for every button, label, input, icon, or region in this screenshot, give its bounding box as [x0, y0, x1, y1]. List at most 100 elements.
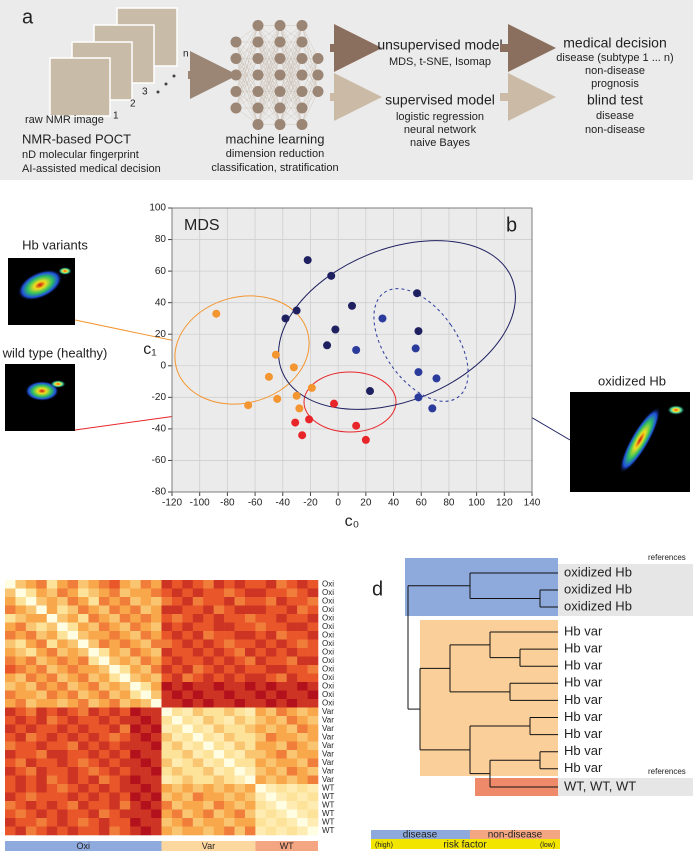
heatmap-cell — [213, 597, 225, 606]
heatmap-cell — [297, 673, 308, 683]
heatmap-cell — [192, 588, 204, 598]
leaf-label: WT, WT, WT — [564, 778, 636, 793]
leaf-label: Hb var — [564, 658, 603, 673]
heatmap-cell — [255, 682, 267, 691]
heatmap-cell — [265, 648, 277, 657]
heatmap-cell — [67, 665, 79, 674]
heatmap-cell — [276, 724, 287, 734]
heatmap-cell — [213, 614, 225, 623]
heatmap-cell — [192, 622, 204, 632]
group-bar — [161, 841, 256, 851]
heatmap-cell — [234, 707, 246, 717]
heatmap-cell — [46, 767, 58, 776]
heatmap-cell — [119, 622, 131, 632]
heatmap-cell — [244, 580, 256, 589]
poct-line: AI-assisted medical decision — [22, 163, 161, 175]
heatmap-cell — [109, 792, 121, 802]
heatmap-cell — [297, 707, 308, 717]
heatmap-cell — [109, 605, 121, 615]
heatmap-cell — [286, 767, 298, 776]
heatmap-cell — [192, 716, 204, 725]
heatmap-cell — [151, 605, 162, 615]
heatmap-cell — [276, 758, 287, 768]
heatmap-cell — [244, 605, 256, 615]
heatmap-cell — [109, 775, 121, 785]
heatmap-cell — [213, 648, 225, 657]
heatmap-cell — [151, 792, 162, 802]
heatmap-cell — [192, 639, 204, 649]
heatmap-cell — [98, 699, 110, 708]
cluster-ellipse — [303, 371, 397, 433]
heatmap-cell — [25, 809, 37, 819]
heatmap-cell — [57, 605, 68, 615]
heatmap-cell — [151, 741, 162, 751]
stack-number: 3 — [142, 87, 148, 98]
row-label: Oxi — [322, 673, 334, 682]
heatmap-cell — [15, 614, 27, 623]
heatmap-cell — [234, 724, 246, 734]
heatmap-cell — [307, 622, 319, 632]
heatmap-cell — [192, 750, 204, 759]
heatmap-cell — [151, 656, 162, 666]
heatmap-cell — [255, 605, 267, 615]
leaf-label: Hb var — [564, 641, 603, 656]
nn-edge — [257, 58, 281, 125]
decision-line: disease (subtype 1 ... n) — [556, 52, 673, 64]
neural-network — [230, 20, 324, 130]
heatmap-cell — [67, 648, 79, 657]
heatmap-cell — [255, 767, 267, 776]
heatmap-cell — [98, 801, 110, 810]
nn-edge — [301, 74, 319, 125]
heatmap-cell — [36, 631, 48, 640]
heatmap-cell — [244, 818, 256, 827]
heatmap-cell — [161, 614, 173, 623]
heatmap-cell — [286, 818, 298, 827]
model-line: logistic regression — [396, 111, 484, 123]
heatmap-cell — [307, 784, 319, 793]
point — [244, 401, 253, 410]
ellipsis-dot — [156, 90, 160, 94]
heatmap-cell — [192, 826, 204, 836]
heatmap-cell — [265, 750, 277, 759]
heatmap-cell — [224, 733, 235, 742]
heatmap-cell — [265, 716, 277, 725]
heatmap-cell — [5, 631, 16, 640]
heatmap-cell — [15, 605, 27, 615]
heatmap-cell — [15, 699, 27, 708]
group-label: WT — [280, 841, 294, 851]
heatmap-cell — [151, 631, 162, 640]
heatmap-cell — [46, 580, 58, 589]
heatmap-cell — [88, 631, 100, 640]
heatmap-cell — [151, 699, 162, 708]
heatmap-cell — [78, 622, 89, 632]
heatmap-cell — [234, 818, 246, 827]
heatmap-cell — [171, 656, 183, 666]
heatmap-cell — [171, 648, 183, 657]
heatmap-cell — [67, 716, 79, 725]
heatmap-cell — [151, 784, 162, 793]
heatmap-cell — [265, 767, 277, 776]
point — [292, 391, 301, 400]
heatmap-cell — [46, 605, 58, 615]
leaf-label: Hb var — [564, 623, 603, 638]
heatmap-cell — [171, 733, 183, 742]
y-tick-label: -60 — [152, 455, 167, 466]
nn-node — [274, 86, 286, 97]
heatmap-cell — [36, 741, 48, 751]
heatmap-cell — [203, 733, 214, 742]
nn-edge — [301, 58, 319, 125]
heatmap-cell — [46, 639, 58, 649]
heatmap-cell — [224, 792, 235, 802]
heatmap-cell — [203, 605, 214, 615]
heatmap-cell — [297, 682, 308, 691]
heatmap-cell — [276, 622, 287, 632]
heatmap-cell — [192, 665, 204, 674]
heatmap-cell — [203, 673, 214, 683]
heatmap-cell — [286, 784, 298, 793]
heatmap-cell — [224, 648, 235, 657]
heatmap-cell — [57, 690, 68, 700]
heatmap-cell — [88, 750, 100, 759]
heatmap-cell — [109, 690, 121, 700]
heatmap-cell — [203, 741, 214, 751]
heatmap-cell — [255, 614, 267, 623]
